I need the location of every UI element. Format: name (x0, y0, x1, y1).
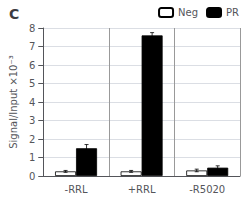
svg-text:8: 8 (29, 23, 35, 34)
svg-text:-RRL: -RRL (65, 184, 89, 195)
svg-text:5: 5 (29, 78, 35, 89)
svg-text:0: 0 (29, 171, 35, 182)
svg-text:6: 6 (29, 60, 35, 71)
svg-text:-R5020: -R5020 (189, 184, 225, 195)
svg-text:Neg: Neg (178, 7, 198, 18)
svg-text:Signal/Input ×10⁻³: Signal/Input ×10⁻³ (8, 55, 19, 149)
svg-text:1: 1 (29, 152, 35, 163)
svg-text:2: 2 (29, 134, 35, 145)
svg-text:4: 4 (29, 97, 35, 108)
svg-text:+RRL: +RRL (128, 184, 156, 195)
svg-text:C: C (9, 6, 19, 22)
svg-text:3: 3 (29, 115, 35, 126)
svg-text:PR: PR (226, 7, 239, 18)
svg-text:7: 7 (29, 41, 35, 52)
